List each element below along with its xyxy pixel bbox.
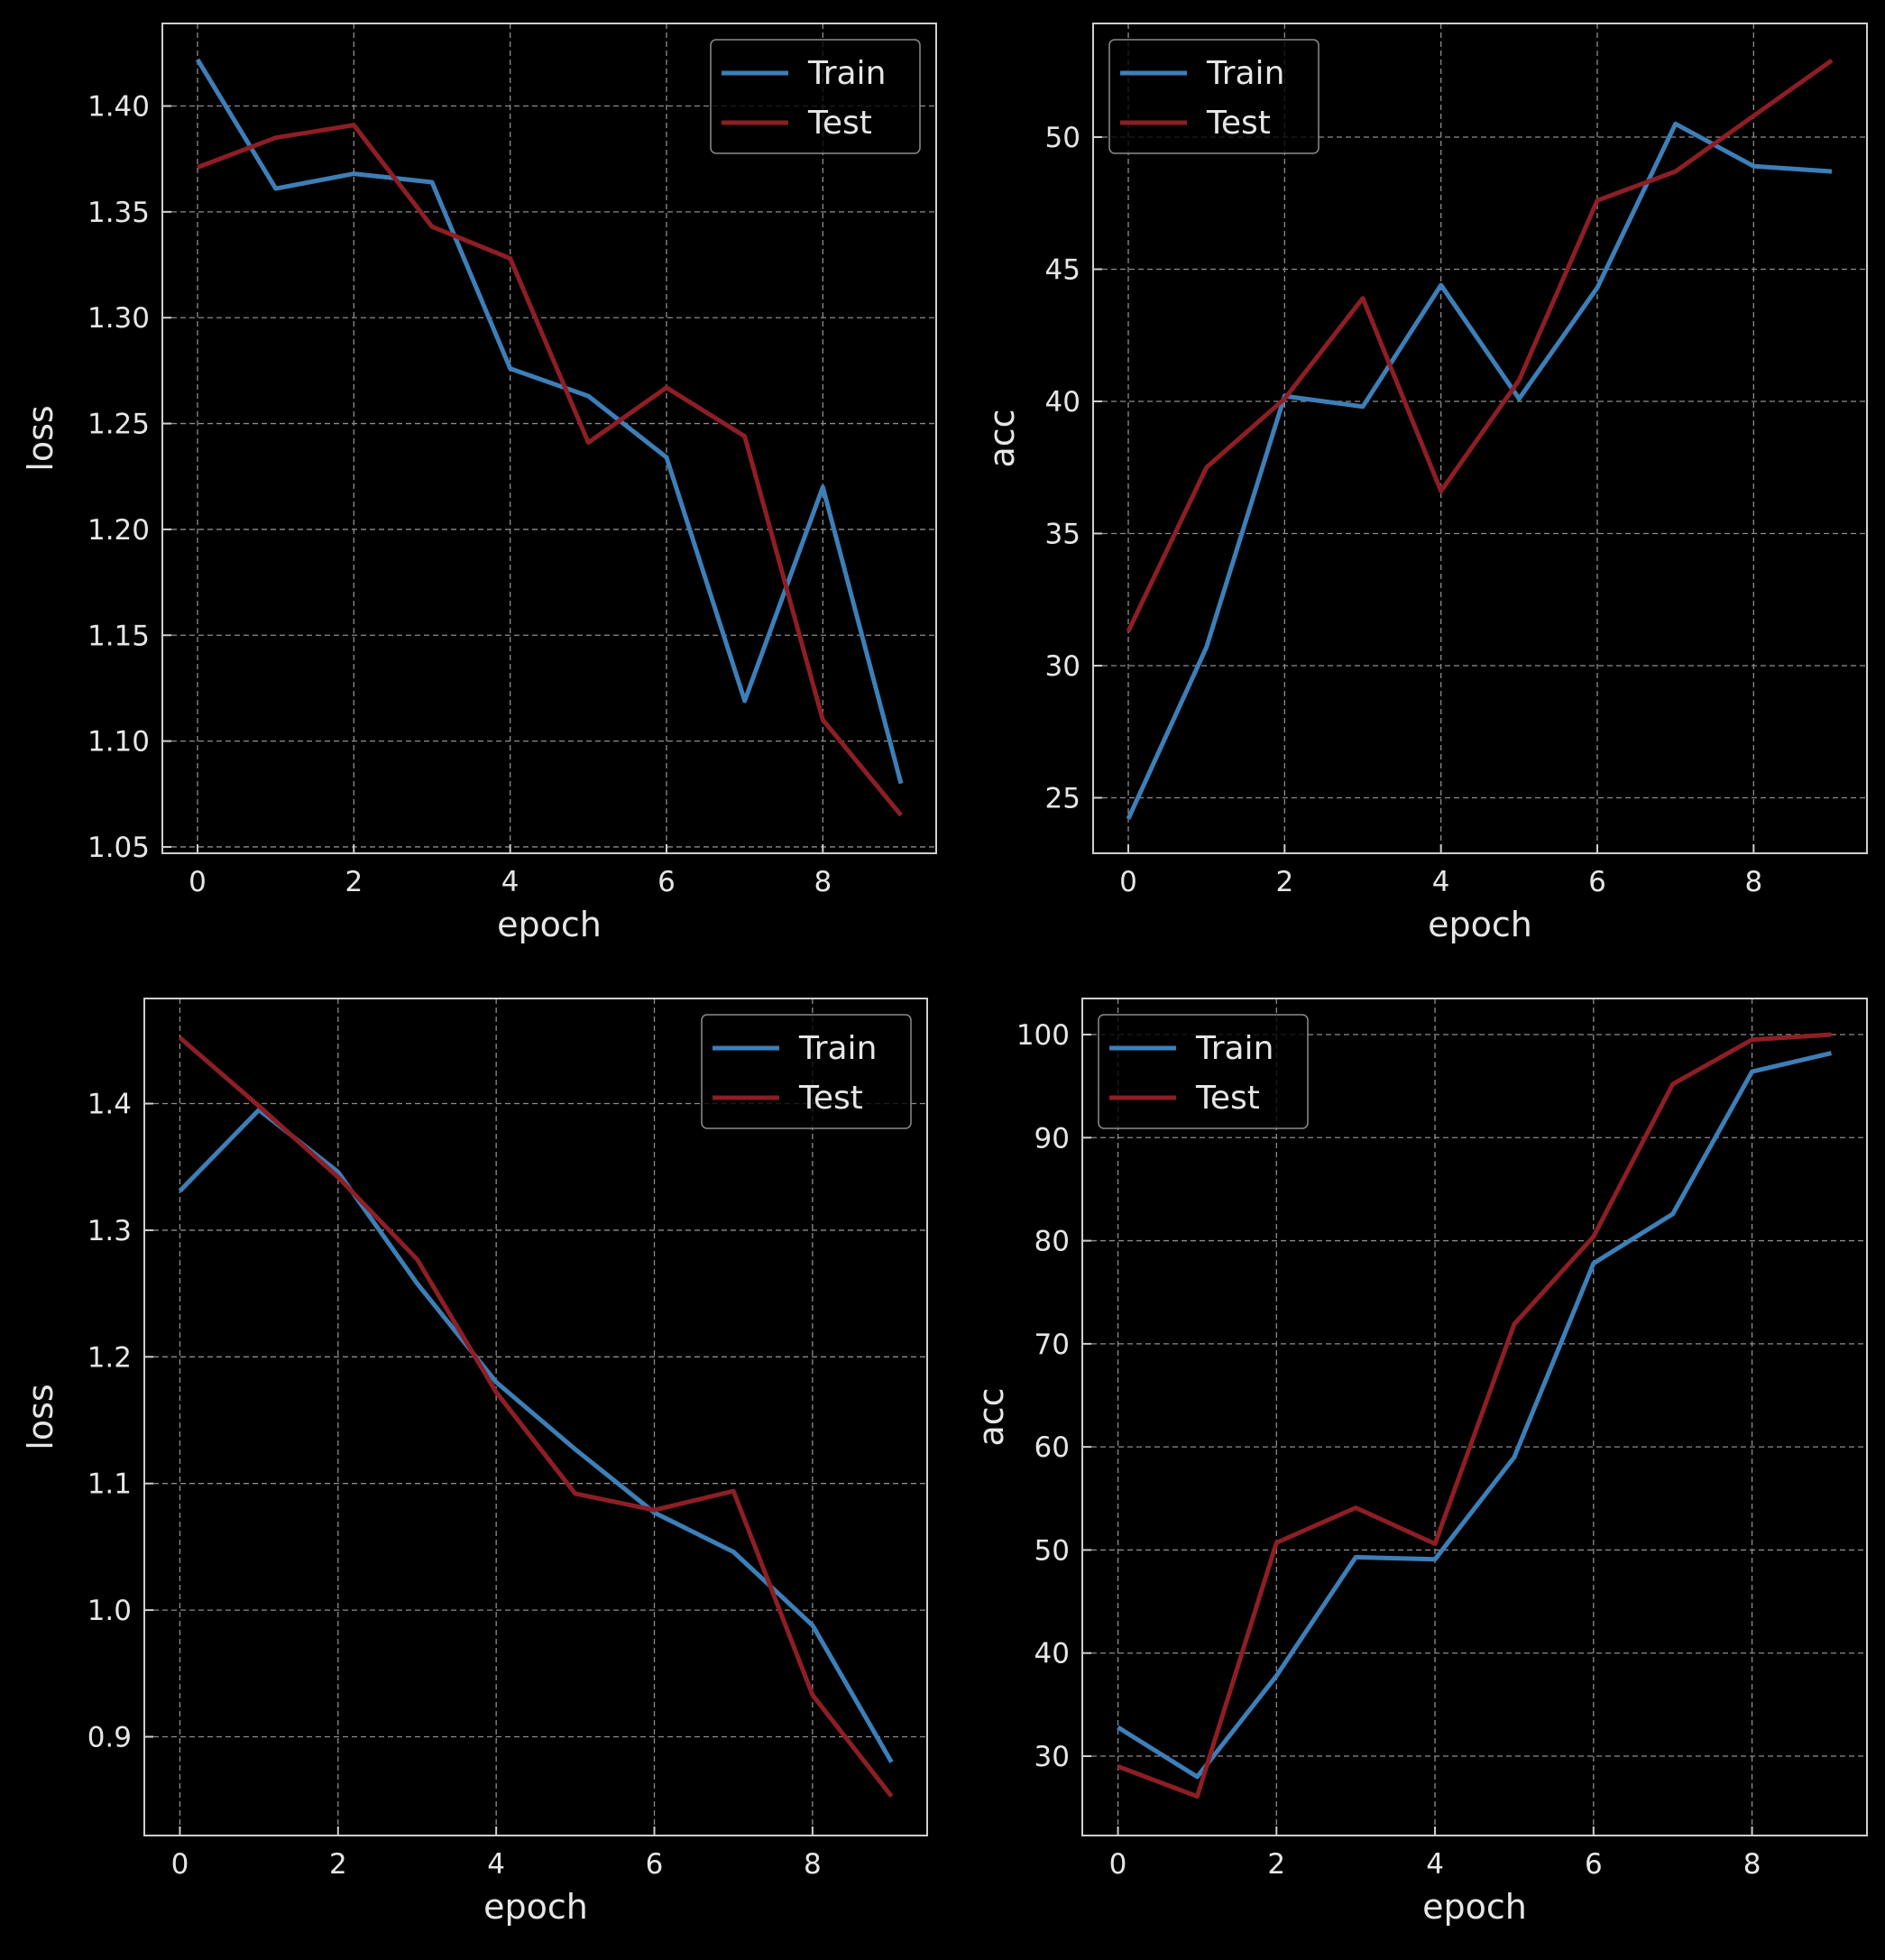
- x-tick-label: 2: [345, 866, 363, 898]
- series-line-test: [178, 1035, 894, 1799]
- legend-label-train: Train: [798, 1030, 877, 1067]
- y-tick-label: 1.15: [87, 620, 150, 652]
- x-tick-label: 2: [1275, 866, 1293, 898]
- y-tick-label: 1.2: [87, 1341, 132, 1374]
- chart-panel-3: 0 2 4 6 8 0.9 1.0 1.1 1.2 1.3 1.4 epoch loss Train Tes…: [21, 998, 928, 1927]
- x-axis-label: epoch: [497, 905, 602, 944]
- legend-label-train: Train: [1206, 55, 1284, 92]
- x-tick-label: 6: [646, 1848, 664, 1881]
- y-tick-label: 1.05: [87, 832, 150, 864]
- legend-label-test: Test: [1206, 105, 1271, 142]
- y-axis-label: loss: [21, 405, 60, 471]
- x-tick-label: 0: [171, 1848, 189, 1881]
- y-tick-label: 30: [1034, 1741, 1070, 1773]
- y-tick-label: 1.0: [87, 1595, 132, 1627]
- y-tick-label: 30: [1045, 650, 1080, 683]
- y-tick-label: 1.3: [87, 1215, 132, 1247]
- x-tick-label: 8: [804, 1848, 822, 1881]
- axes-frame: [143, 998, 928, 1836]
- x-axis-label: epoch: [1428, 905, 1532, 944]
- x-tick-label: 4: [1432, 866, 1450, 898]
- y-tick-label: 35: [1045, 518, 1080, 550]
- series-line-test: [1126, 58, 1834, 632]
- y-tick-label: 100: [1016, 1019, 1070, 1052]
- x-tick-label: 6: [1588, 866, 1606, 898]
- y-tick-label: 50: [1034, 1534, 1070, 1567]
- series-line-train: [195, 58, 904, 785]
- series-line-test: [1117, 1032, 1832, 1799]
- series-line-test: [197, 123, 903, 817]
- x-tick-label: 6: [1585, 1848, 1603, 1881]
- y-tick-label: 0.9: [87, 1721, 132, 1753]
- y-tick-label: 1.1: [87, 1468, 132, 1501]
- x-tick-label: 8: [1744, 866, 1762, 898]
- y-tick-label: 45: [1045, 253, 1080, 286]
- y-axis-label: acc: [971, 1387, 1011, 1446]
- y-tick-label: 1.20: [87, 514, 150, 547]
- x-tick-label: 4: [1426, 1848, 1444, 1881]
- axes-frame: [1081, 998, 1868, 1836]
- y-tick-label: 40: [1034, 1638, 1070, 1670]
- chart-panel-1: 0 2 4 6 8 1.05 1.10 1.15 1.20 1.25 1.30 1.35 1.40 epo…: [21, 23, 937, 944]
- y-tick-label: 1.10: [87, 726, 150, 759]
- y-tick-label: 1.35: [87, 197, 150, 229]
- chart-panel-4: 0 2 4 6 8 30 40 50 60 70 80 90 100 epoch acc Train Test: [971, 998, 1868, 1927]
- axes-frame: [1092, 23, 1868, 854]
- y-tick-label: 50: [1045, 122, 1080, 154]
- x-tick-label: 2: [329, 1848, 347, 1881]
- x-tick-label: 4: [487, 1848, 505, 1881]
- x-tick-label: 0: [1119, 866, 1137, 898]
- y-tick-label: 80: [1034, 1226, 1070, 1258]
- x-axis-label: epoch: [1422, 1887, 1527, 1927]
- y-tick-label: 70: [1034, 1329, 1070, 1361]
- legend: Train Test: [1108, 39, 1320, 154]
- series-line-train: [1117, 1051, 1833, 1780]
- x-tick-label: 8: [1743, 1848, 1761, 1881]
- y-tick-label: 1.30: [87, 302, 150, 335]
- chart-panel-2: 0 2 4 6 8 25 30 35 40 45 50 epoch acc Train Test: [982, 23, 1868, 944]
- y-tick-label: 1.40: [87, 91, 150, 124]
- legend: Train Test: [1098, 1014, 1309, 1129]
- y-tick-label: 60: [1034, 1431, 1070, 1464]
- legend: Train Test: [710, 39, 921, 154]
- x-tick-label: 4: [501, 866, 520, 898]
- x-tick-label: 2: [1267, 1848, 1285, 1881]
- x-tick-label: 6: [657, 866, 676, 898]
- legend: Train Test: [701, 1014, 912, 1129]
- x-tick-label: 0: [188, 866, 207, 898]
- y-axis-label: acc: [982, 409, 1022, 467]
- y-tick-label: 1.25: [87, 409, 150, 441]
- axes-frame: [161, 23, 937, 854]
- x-tick-label: 0: [1109, 1848, 1127, 1881]
- legend-label-test: Test: [1195, 1080, 1260, 1117]
- legend-label-test: Test: [807, 105, 872, 142]
- legend-label-test: Test: [798, 1080, 863, 1117]
- legend-label-train: Train: [1195, 1030, 1274, 1067]
- x-axis-label: epoch: [483, 1887, 588, 1927]
- x-tick-label: 8: [814, 866, 832, 898]
- y-tick-label: 40: [1045, 386, 1080, 419]
- legend-label-train: Train: [807, 55, 886, 92]
- y-tick-label: 25: [1045, 782, 1080, 814]
- y-tick-label: 90: [1034, 1122, 1070, 1155]
- y-axis-label: loss: [21, 1384, 60, 1449]
- y-tick-label: 1.4: [87, 1089, 132, 1121]
